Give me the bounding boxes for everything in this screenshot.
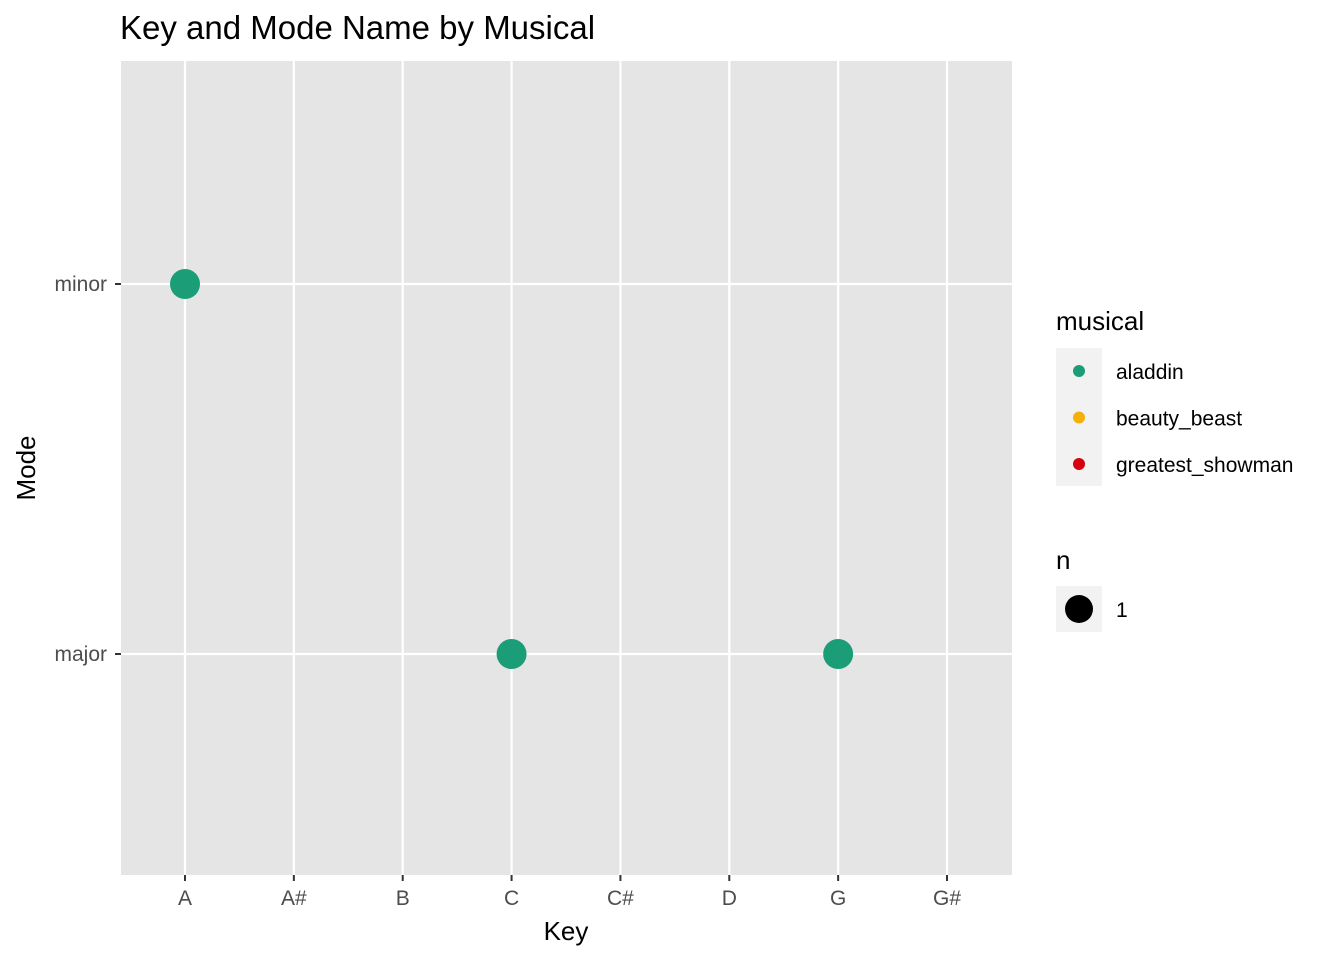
y-tick-label: major xyxy=(54,643,107,666)
legend-size-key xyxy=(1065,595,1093,623)
y-tick-label: minor xyxy=(54,273,107,296)
y-axis-title: Mode xyxy=(11,435,41,500)
legend-label-beauty_beast: beauty_beast xyxy=(1116,408,1242,431)
x-axis: A A# B C C# D G G# xyxy=(178,875,961,910)
data-point-aladdin xyxy=(170,269,200,299)
legend-label-aladdin: aladdin xyxy=(1116,361,1184,384)
x-tick-label: G xyxy=(830,887,846,910)
legend-musical-title: musical xyxy=(1056,306,1144,336)
x-tick-label: B xyxy=(396,887,410,910)
x-tick-label: C# xyxy=(607,887,634,910)
data-point-aladdin xyxy=(496,639,527,669)
legend-key-beauty_beast xyxy=(1073,411,1085,424)
x-tick-label: D xyxy=(722,887,737,910)
legend-key-aladdin xyxy=(1073,365,1085,377)
data-point-aladdin xyxy=(823,639,854,669)
data-points xyxy=(170,269,854,669)
x-tick-label: G# xyxy=(933,887,961,910)
legend-label-greatest_showman: greatest_showman xyxy=(1116,454,1293,477)
x-tick-label: C xyxy=(504,887,519,910)
legend-size-title: n xyxy=(1056,545,1070,575)
y-axis: major minor xyxy=(54,273,121,666)
grid-lines xyxy=(121,61,1012,875)
legend-size-label: 1 xyxy=(1116,599,1128,622)
legend-key-greatest_showman xyxy=(1073,458,1085,470)
legend-size: n 1 xyxy=(1056,545,1128,632)
legend-musical: musical aladdin beauty_beast greatest_show… xyxy=(1056,306,1293,486)
plot-panel xyxy=(121,61,1012,875)
chart-title: Key and Mode Name by Musical xyxy=(120,9,595,46)
x-axis-title: Key xyxy=(544,916,589,946)
x-tick-label: A# xyxy=(281,887,307,910)
x-tick-label: A xyxy=(178,887,192,910)
